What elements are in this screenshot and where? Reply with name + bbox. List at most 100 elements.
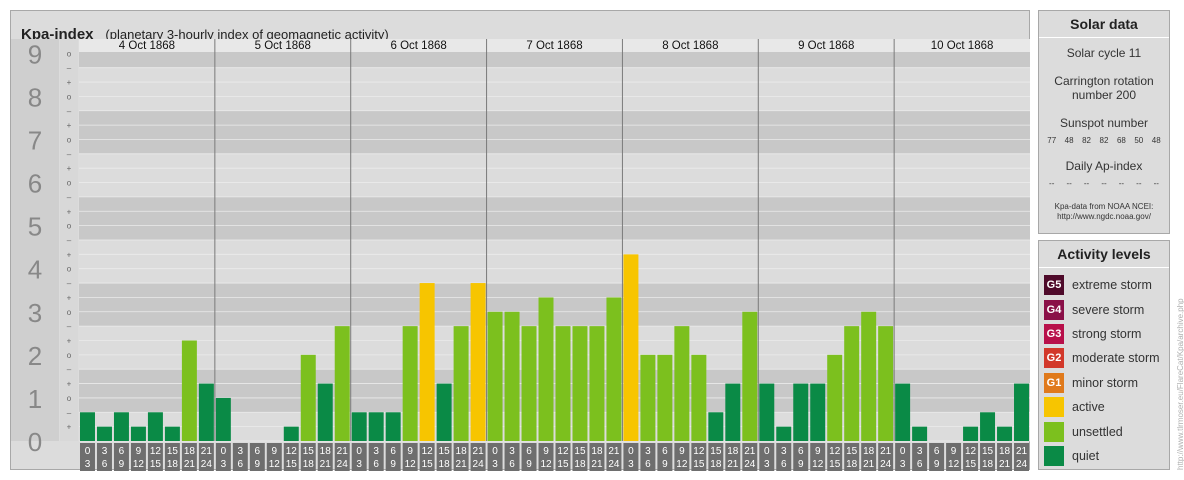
activity-level-label: severe storm (1072, 302, 1145, 317)
sub-tick-label: o (67, 92, 72, 101)
day-label: 7 Oct 1868 (526, 40, 582, 52)
hour-cell (963, 443, 979, 471)
hour-end-label: 3 (492, 459, 498, 470)
hour-end-label: 15 (557, 459, 569, 470)
hour-start-label: 15 (167, 446, 179, 457)
hour-cell (283, 443, 299, 471)
hour-end-label: 9 (798, 459, 804, 470)
ap-value: -- (1066, 179, 1072, 188)
sub-tick-label: – (67, 150, 72, 159)
hour-end-label: 3 (900, 459, 906, 470)
hour-start-label: 3 (238, 446, 244, 457)
chart-title-row: Kpa-index (planetary 3-hourly index of g… (21, 24, 389, 44)
kp-bar (521, 326, 537, 441)
hour-start-label: 3 (373, 446, 379, 457)
kp-bar (623, 254, 639, 441)
hour-end-label: 24 (744, 459, 756, 470)
kp-bar (147, 412, 163, 441)
hour-cell (385, 443, 401, 471)
sub-tick-label: o (67, 135, 72, 144)
hour-start-label: 0 (356, 446, 362, 457)
kp-bar (300, 354, 316, 441)
hour-start-label: 21 (201, 446, 213, 457)
hour-start-label: 6 (390, 446, 396, 457)
hour-cell (181, 443, 197, 471)
ap-value: -- (1049, 179, 1055, 188)
hour-end-label: 18 (574, 459, 586, 470)
hour-end-label: 12 (133, 459, 145, 470)
hour-end-label: 3 (221, 459, 227, 470)
hour-cell (980, 443, 996, 471)
hour-cell (419, 443, 435, 471)
activity-level-severe-storm: G4 severe storm (1039, 297, 1169, 321)
sub-tick-label: o (67, 265, 72, 274)
hour-end-label: 24 (880, 459, 892, 470)
sunspot-value: 50 (1134, 136, 1144, 145)
hour-start-label: 9 (407, 446, 413, 457)
hour-end-label: 21 (591, 459, 603, 470)
hour-cell (521, 443, 537, 471)
kp-band (79, 153, 1030, 197)
hour-end-label: 21 (727, 459, 739, 470)
hour-end-label: 21 (863, 459, 875, 470)
hour-start-label: 18 (456, 446, 468, 457)
kp-bar (844, 326, 860, 441)
hour-cell (589, 443, 605, 471)
sub-tick-label: + (67, 423, 72, 432)
hour-cell (725, 443, 741, 471)
hour-end-label: 3 (356, 459, 362, 470)
sub-tick-label: o (67, 394, 72, 403)
hour-cell (334, 443, 350, 471)
hour-start-label: 6 (934, 446, 940, 457)
sub-tick-label: o (67, 308, 72, 317)
hour-cell (1014, 443, 1029, 471)
kp-bar (572, 326, 588, 441)
activity-level-label: strong storm (1072, 326, 1142, 341)
hour-end-label: 21 (456, 459, 468, 470)
ap-value: -- (1153, 179, 1159, 188)
activity-level-swatch (1044, 421, 1064, 442)
kp-bar (997, 426, 1013, 441)
hour-start-label: 0 (628, 446, 634, 457)
kp-bar (436, 383, 452, 441)
hour-cell (606, 443, 622, 471)
activity-level-label: unsettled (1072, 424, 1123, 439)
hour-start-label: 12 (965, 446, 977, 457)
hour-cell (742, 443, 758, 471)
hour-end-label: 12 (812, 459, 824, 470)
kp-bar (317, 383, 333, 441)
hour-end-label: 18 (303, 459, 315, 470)
activity-levels-list: G5 extreme storm G4 severe storm G3 strong st… (1039, 268, 1169, 468)
kp-bar (589, 326, 605, 441)
hour-start-label: 21 (608, 446, 620, 457)
activity-level-unsettled: unsettled (1039, 419, 1169, 443)
kp-band (79, 110, 1030, 154)
hour-start-label: 15 (574, 446, 586, 457)
kp-bar (130, 426, 146, 441)
kp-bar (198, 383, 214, 441)
hour-start-label: 18 (727, 446, 739, 457)
sub-tick-label: o (67, 49, 72, 58)
credit-link[interactable]: http://www.ngdc.noaa.gov/ (1057, 212, 1151, 221)
kp-bar (657, 354, 673, 441)
y-tick-label: 7 (28, 125, 42, 155)
sub-tick-label: + (67, 121, 72, 130)
kp-bar (351, 412, 367, 441)
hour-start-label: 6 (798, 446, 804, 457)
hour-cell (827, 443, 843, 471)
hour-end-label: 18 (710, 459, 722, 470)
kp-bar (793, 383, 809, 441)
activity-level-extreme-storm: G5 extreme storm (1039, 273, 1169, 297)
hour-end-label: 9 (119, 459, 125, 470)
hour-cell (130, 443, 146, 471)
hour-start-label: 15 (303, 446, 315, 457)
hour-start-label: 15 (846, 446, 858, 457)
hour-cell (164, 443, 180, 471)
hour-start-label: 3 (102, 446, 108, 457)
hour-start-label: 21 (880, 446, 892, 457)
kp-band (79, 196, 1030, 240)
activity-level-quiet: quiet (1039, 444, 1169, 468)
hour-start-label: 15 (982, 446, 994, 457)
sub-tick-label: o (67, 222, 72, 231)
